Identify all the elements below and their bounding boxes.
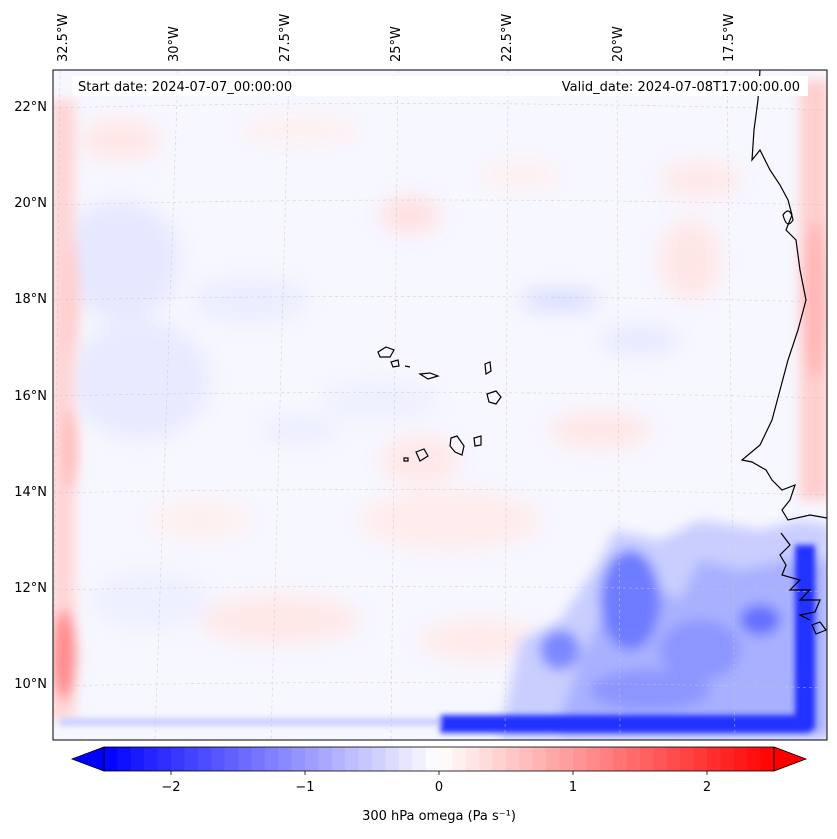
colorbar-cell [224, 747, 239, 771]
colorbar-cell [559, 747, 574, 771]
colorbar-cell [398, 747, 413, 771]
lat-label: 16°N [14, 389, 47, 404]
lat-label: 22°N [14, 100, 47, 115]
colorbar-cell [693, 747, 708, 771]
cape-verde-islands [377, 346, 502, 462]
colorbar-cell [626, 747, 641, 771]
colorbar-cell [144, 747, 159, 771]
colorbar-cell [439, 747, 453, 771]
colorbar-cell [465, 747, 480, 771]
colorbar-cell [385, 747, 400, 771]
colorbar-tick-label: −2 [161, 780, 180, 795]
colorbar-cell [211, 747, 226, 771]
colorbar-extend-high [773, 746, 808, 772]
map-frame [52, 69, 828, 741]
colorbar: −2 −1 0 1 2 300 hPa omega (Pa s⁻¹) [70, 746, 808, 824]
latitude-labels: 22°N 20°N 18°N 16°N 14°N 12°N 10°N [14, 100, 47, 692]
colorbar-cell [130, 747, 145, 771]
colorbar-cell [278, 747, 293, 771]
colorbar-cell [331, 747, 346, 771]
colorbar-tick-label: 1 [569, 780, 577, 795]
lat-label: 20°N [14, 196, 47, 211]
lon-label: 20°W [611, 26, 626, 62]
lon-label: 27.5°W [278, 14, 293, 62]
colorbar-cell [733, 747, 748, 771]
colorbar-cell [372, 747, 386, 771]
colorbar-cell [358, 747, 373, 771]
colorbar-cell [492, 747, 507, 771]
colorbar-cell [613, 747, 628, 771]
lat-label: 12°N [14, 581, 47, 596]
colorbar-cell [264, 747, 279, 771]
colorbar-cell [251, 747, 266, 771]
colorbar-cell [666, 747, 681, 771]
lon-label: 32.5°W [56, 14, 71, 62]
valid-date-label: Valid_date: 2024-07-08T17:00:00.00 [562, 80, 800, 95]
colorbar-cell [184, 747, 199, 771]
colorbar-cell [546, 747, 561, 771]
colorbar-cell [640, 747, 654, 771]
lon-label: 22.5°W [500, 14, 515, 62]
longitude-labels: 32.5°W 30°W 27.5°W 25°W 22.5°W 20°W 17.5… [56, 14, 737, 62]
header-box [72, 76, 808, 96]
colorbar-cell [586, 747, 601, 771]
colorbar-cell [680, 747, 695, 771]
colorbar-cell [197, 747, 212, 771]
omega-field [53, 70, 827, 740]
colorbar-cell [412, 747, 427, 771]
colorbar-cell [425, 747, 440, 771]
colorbar-cell [479, 747, 494, 771]
colorbar-cell [117, 747, 132, 771]
colorbar-cell [291, 747, 306, 771]
lon-label: 25°W [389, 26, 404, 62]
colorbar-cell [506, 747, 520, 771]
lon-label: 17.5°W [722, 14, 737, 62]
graticule [53, 70, 827, 740]
lon-label: 30°W [167, 26, 182, 62]
coastline [740, 70, 827, 635]
colorbar-tick-label: −1 [295, 780, 314, 795]
colorbar-cell [573, 747, 587, 771]
colorbar-cell [452, 747, 467, 771]
lat-label: 18°N [14, 292, 47, 307]
colorbar-cell [171, 747, 185, 771]
colorbar-cell [238, 747, 252, 771]
colorbar-cell [104, 747, 118, 771]
colorbar-cell [653, 747, 668, 771]
colorbar-cell [157, 747, 172, 771]
colorbar-tick-label: 0 [435, 780, 443, 795]
colorbar-cell [720, 747, 735, 771]
start-date-label: Start date: 2024-07-07_00:00:00 [78, 80, 292, 95]
colorbar-cell [519, 747, 534, 771]
lat-label: 10°N [14, 677, 47, 692]
colorbar-cell [345, 747, 360, 771]
colorbar-tick-label: 2 [703, 780, 711, 795]
colorbar-cell [532, 747, 547, 771]
colorbar-cell [760, 747, 775, 771]
colorbar-cell [318, 747, 333, 771]
colorbar-cell [707, 747, 721, 771]
colorbar-extend-low [70, 746, 105, 772]
colorbar-cell [305, 747, 319, 771]
lat-label: 14°N [14, 485, 47, 500]
colorbar-label: 300 hPa omega (Pa s⁻¹) [362, 809, 516, 824]
colorbar-cell [599, 747, 614, 771]
colorbar-cell [747, 747, 762, 771]
